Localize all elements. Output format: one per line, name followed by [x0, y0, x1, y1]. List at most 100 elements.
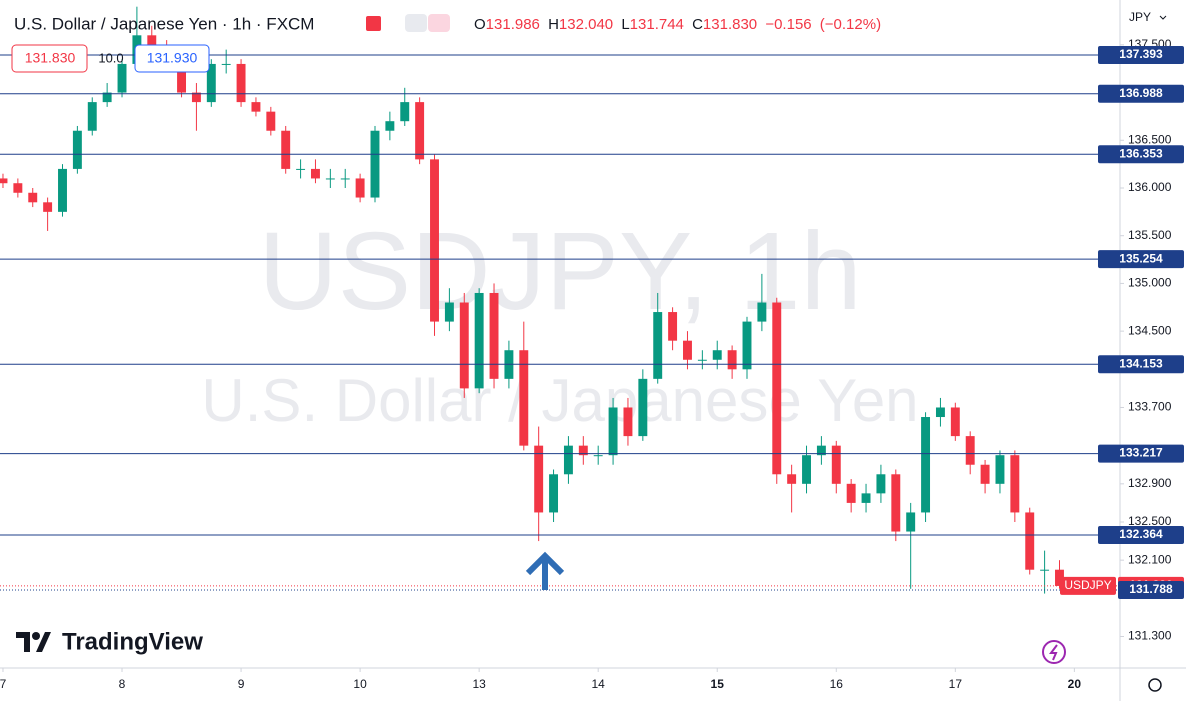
buy-button[interactable] — [134, 44, 210, 73]
candle-body — [653, 312, 663, 379]
y-tick-label: 135.500 — [1128, 228, 1172, 242]
candle-body — [72, 130, 82, 169]
candle-body — [87, 102, 97, 131]
axes: 131.300 132.100 132.500 132.900 133.700 134.5… — [0, 37, 1184, 691]
level-label: 137.393 — [1119, 47, 1163, 61]
y-tick-label: 131.300 — [1128, 629, 1172, 643]
toggle-button[interactable] — [405, 14, 427, 32]
level-label: 136.353 — [1119, 146, 1163, 160]
candle-body — [995, 455, 1005, 484]
logo-text: TradingView — [62, 628, 203, 655]
candle-body — [697, 359, 707, 361]
y-tick-label: 132.900 — [1128, 476, 1172, 490]
arrow-annotation — [525, 551, 565, 590]
label: H — [548, 16, 559, 33]
value: 131.986 — [486, 16, 540, 33]
candle-body — [563, 445, 573, 475]
candle-body — [891, 474, 901, 532]
level-label: 136.988 — [1119, 86, 1163, 100]
currency-selector[interactable]: JPY — [1129, 10, 1151, 24]
x-tick-label: 10 — [353, 677, 367, 691]
label: L — [621, 16, 629, 33]
y-tick-label: 136.000 — [1128, 180, 1172, 194]
candle-body — [712, 350, 722, 360]
candle-body — [593, 455, 603, 457]
alert-icon[interactable] — [1042, 640, 1066, 664]
candle-body — [519, 350, 529, 446]
sell-button[interactable] — [11, 44, 88, 73]
candle-body — [638, 378, 648, 437]
change-percent: (−0.12%) — [820, 16, 881, 33]
label: C — [692, 16, 703, 33]
candle-body — [787, 474, 797, 484]
candle-body — [58, 168, 67, 212]
symbol-title: U.S. Dollar / Japanese Yen · 1h · FXCM — [14, 14, 314, 33]
value: 131.744 — [630, 16, 684, 33]
candle-body — [608, 407, 618, 456]
candle-body — [668, 312, 678, 341]
candle-body — [816, 445, 826, 456]
level-label: 134.153 — [1119, 356, 1163, 370]
logo-mark — [32, 632, 40, 640]
value: 132.040 — [559, 16, 613, 33]
candle-body — [311, 168, 320, 179]
x-tick-label: 13 — [472, 677, 486, 691]
ohlc-legend: O131.986 H132.040 L131.744 C131.830 −0.1… — [474, 16, 881, 33]
candle-body — [117, 63, 127, 93]
level-label: 133.217 — [1119, 446, 1163, 460]
candle-body — [489, 292, 499, 379]
candle-body — [757, 302, 767, 322]
candle-body — [578, 445, 588, 456]
candle-body — [549, 474, 559, 513]
toggle-button[interactable] — [428, 14, 450, 32]
candle-body — [236, 63, 246, 103]
candle-body — [221, 63, 231, 65]
candle-body — [831, 445, 841, 484]
candle-body — [965, 436, 975, 465]
y-tick-label: 132.500 — [1128, 514, 1172, 528]
level-label-box — [1098, 84, 1184, 103]
candle-body — [623, 407, 633, 437]
candle-body — [415, 102, 425, 160]
x-tick-label: 15 — [711, 677, 725, 691]
candle-body — [430, 159, 439, 322]
bid-price-label: 131.788 — [1129, 582, 1173, 596]
x-tick-label: 20 — [1068, 677, 1082, 691]
candle-body — [191, 92, 201, 103]
candle-body — [444, 302, 454, 322]
dropdown-caret — [1159, 15, 1167, 20]
candle-body — [1040, 569, 1050, 571]
candle-body — [802, 455, 811, 484]
candle-body — [281, 130, 291, 169]
settings-icon[interactable] — [1148, 678, 1162, 692]
label: O — [474, 16, 486, 33]
candle-body — [534, 445, 544, 513]
level-label-box — [1098, 145, 1184, 164]
candle-body — [772, 302, 782, 475]
watermark: USDJPY, 1h U.S. Dollar / Japanese Yen — [201, 210, 918, 434]
candle-body — [1025, 512, 1035, 570]
candle-body — [846, 483, 856, 503]
symbol-tag-label: USDJPY — [1064, 578, 1111, 592]
candle-body — [861, 493, 871, 503]
change: −0.156 — [765, 16, 811, 33]
candle-body — [683, 340, 692, 360]
candle-body — [251, 102, 261, 112]
level-label: 132.364 — [1119, 527, 1163, 541]
candle-body — [296, 168, 306, 170]
candle-body — [459, 302, 469, 389]
candle-body — [906, 512, 916, 532]
level-label: 135.254 — [1119, 251, 1163, 265]
candle-body — [727, 350, 737, 370]
level-label-box — [1098, 250, 1184, 269]
candle-body — [266, 111, 276, 131]
market-status-icon — [366, 16, 381, 31]
candle-body — [921, 417, 931, 513]
candle-body — [0, 178, 8, 184]
x-tick-label: 16 — [830, 677, 844, 691]
candle-body — [1055, 569, 1064, 586]
x-tick-label: 7 — [0, 677, 7, 691]
logo: TradingView — [16, 628, 203, 655]
spread: 10.0 — [98, 50, 123, 65]
